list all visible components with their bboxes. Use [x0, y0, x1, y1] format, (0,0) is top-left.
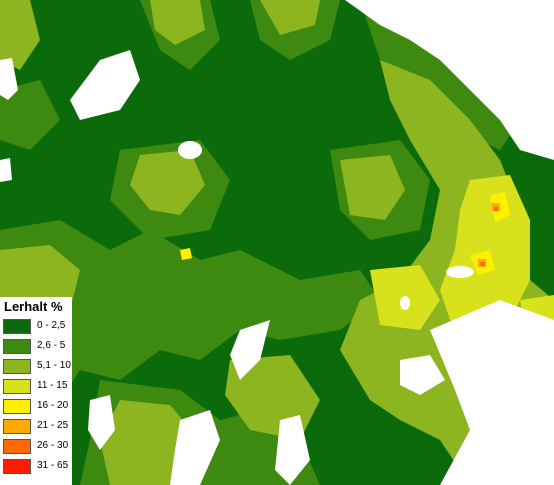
legend-row: 31 - 65 [3, 459, 71, 476]
legend-label: 26 - 30 [37, 440, 69, 451]
legend-label: 31 - 65 [37, 460, 69, 471]
legend-swatch [3, 439, 31, 454]
legend-swatch [3, 379, 31, 394]
legend-label: 0 - 2,5 [37, 320, 66, 331]
legend-swatch [3, 359, 31, 374]
legend-row: 16 - 20 [3, 399, 71, 416]
legend-label: 11 - 15 [37, 380, 68, 391]
legend-label: 5,1 - 10 [37, 360, 71, 371]
legend-label: 21 - 25 [37, 420, 69, 431]
legend-swatch [3, 339, 31, 354]
legend-swatch [3, 319, 31, 334]
legend-swatch [3, 399, 31, 414]
legend-label: 2,6 - 5 [37, 340, 66, 351]
legend-swatch [3, 459, 31, 474]
legend-row: 5,1 - 10 [3, 359, 71, 376]
legend-row: 0 - 2,5 [3, 319, 71, 336]
zone-class-7 [480, 207, 498, 266]
legend-swatch [3, 419, 31, 434]
legend-title: Lerhalt % [4, 299, 63, 314]
map-legend: Lerhalt % 0 - 2,5 2,6 - 5 5,1 - 10 11 - … [0, 297, 72, 485]
legend-row: 2,6 - 5 [3, 339, 71, 356]
legend-label: 16 - 20 [37, 400, 69, 411]
legend-row: 26 - 30 [3, 439, 71, 456]
legend-row: 11 - 15 [3, 379, 71, 396]
legend-row: 21 - 25 [3, 419, 71, 436]
